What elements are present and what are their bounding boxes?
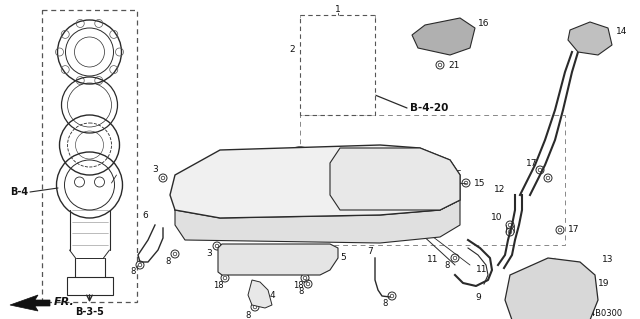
Polygon shape [175, 195, 460, 243]
Text: 8: 8 [382, 300, 388, 308]
Text: FR.: FR. [54, 297, 75, 307]
Text: 9: 9 [475, 293, 481, 302]
Circle shape [290, 153, 310, 173]
Text: 21: 21 [448, 61, 460, 70]
Text: 8: 8 [444, 262, 450, 271]
Polygon shape [170, 145, 460, 218]
Text: TL54B0300: TL54B0300 [575, 308, 622, 317]
Bar [42, 10, 137, 302]
Polygon shape [218, 244, 338, 275]
Bar [300, 15, 375, 115]
Circle shape [284, 147, 316, 179]
Circle shape [351, 153, 369, 171]
Text: 3: 3 [152, 166, 158, 174]
Polygon shape [412, 18, 475, 55]
Circle shape [228, 156, 252, 180]
Circle shape [222, 150, 258, 186]
Text: 7: 7 [367, 248, 373, 256]
Text: 18: 18 [292, 281, 303, 291]
Circle shape [345, 147, 375, 177]
Polygon shape [10, 295, 50, 311]
Text: 3: 3 [206, 249, 212, 258]
Text: 2: 2 [289, 46, 295, 55]
Text: 6: 6 [142, 211, 148, 219]
Text: B-4-20: B-4-20 [410, 103, 449, 113]
Text: 16: 16 [478, 19, 490, 27]
Text: 11: 11 [426, 256, 438, 264]
Text: 4: 4 [270, 291, 276, 300]
Text: 5: 5 [340, 254, 346, 263]
Text: 11: 11 [476, 265, 488, 275]
FancyBboxPatch shape [67, 277, 113, 295]
Text: 17: 17 [568, 226, 579, 234]
Text: 15: 15 [474, 179, 486, 188]
Text: 10: 10 [490, 213, 502, 222]
Text: B-4: B-4 [10, 187, 28, 197]
Text: 19: 19 [598, 278, 609, 287]
Text: 8: 8 [298, 286, 304, 295]
Text: 13: 13 [602, 256, 614, 264]
Text: 18: 18 [212, 281, 223, 291]
Text: 20: 20 [446, 174, 458, 182]
Text: 17: 17 [526, 159, 538, 167]
Text: 12: 12 [493, 186, 505, 195]
Text: 8: 8 [165, 256, 171, 265]
Bar [300, 115, 565, 245]
Text: 14: 14 [616, 27, 627, 36]
Polygon shape [505, 258, 598, 319]
Text: 8: 8 [245, 310, 251, 319]
Polygon shape [568, 22, 612, 55]
Text: 1: 1 [335, 5, 340, 14]
Polygon shape [330, 148, 460, 210]
Polygon shape [248, 280, 272, 308]
Text: 8: 8 [131, 268, 136, 277]
Text: B-3-5: B-3-5 [75, 307, 104, 317]
